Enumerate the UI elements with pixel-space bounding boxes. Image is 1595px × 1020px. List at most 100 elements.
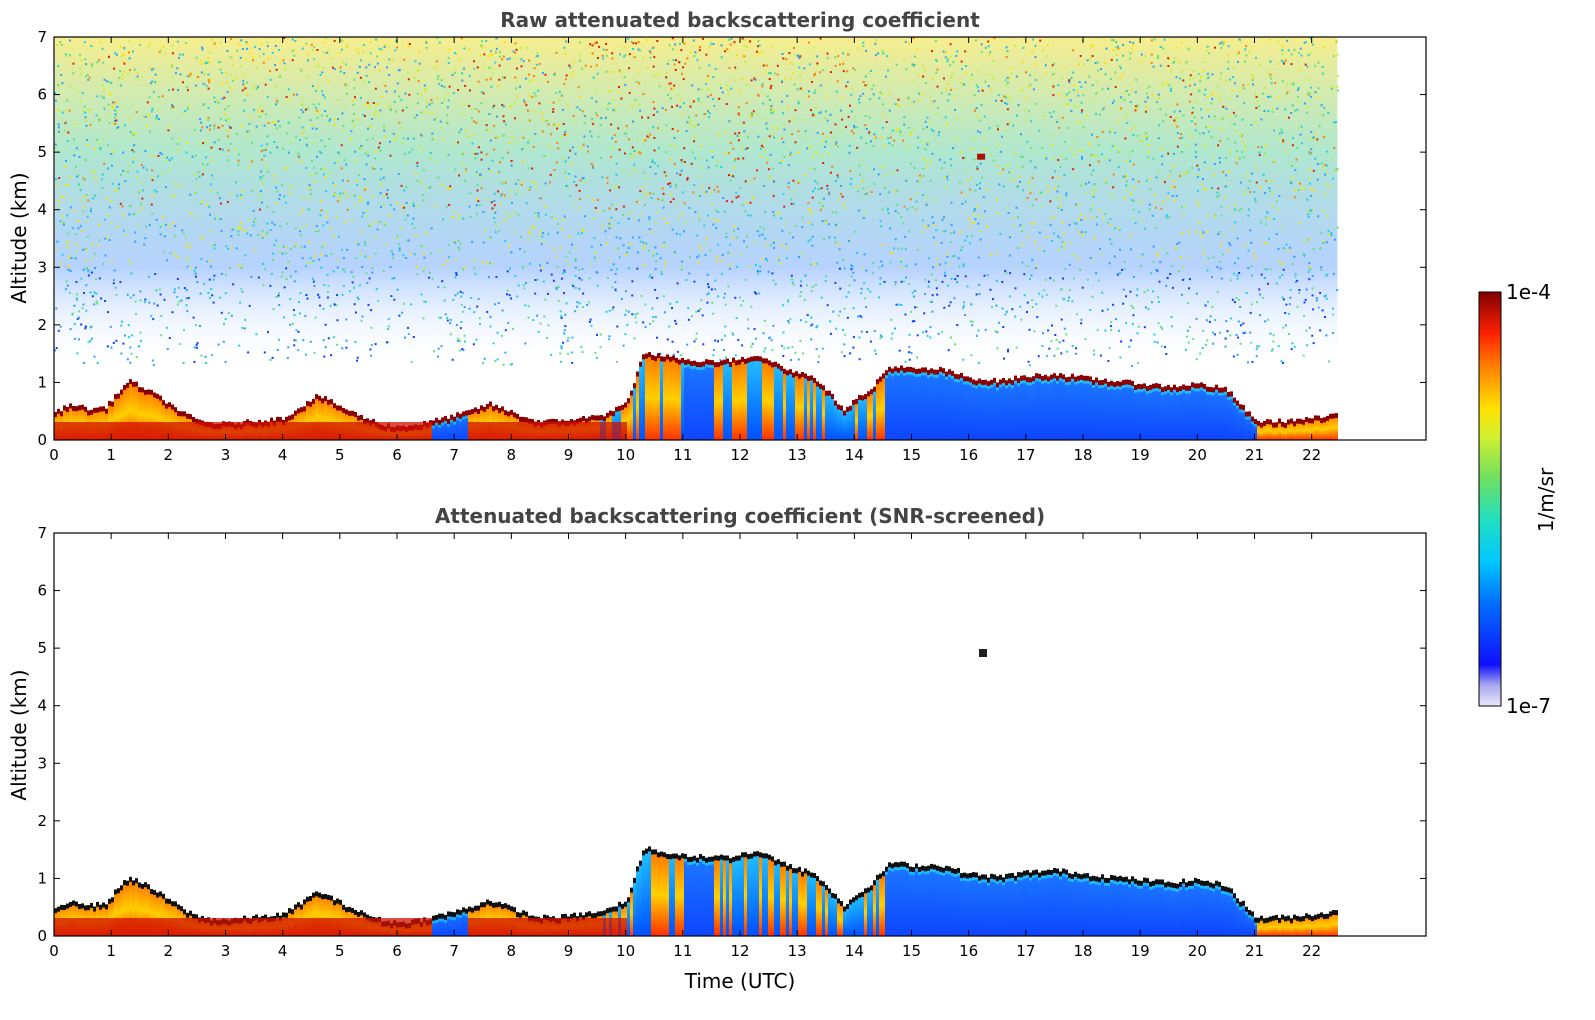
noise-pixel <box>1126 122 1129 124</box>
noise-pixel <box>326 296 329 299</box>
noise-pixel <box>882 103 884 106</box>
noise-pixel <box>771 272 774 275</box>
noise-pixel <box>97 243 99 246</box>
noise-pixel <box>135 111 138 114</box>
noise-pixel <box>975 107 978 110</box>
noise-pixel <box>492 342 495 345</box>
noise-pixel <box>135 312 137 315</box>
noise-pixel <box>770 107 773 110</box>
noise-pixel <box>254 249 257 252</box>
noise-pixel <box>581 67 584 70</box>
noise-pixel <box>1032 150 1035 152</box>
noise-pixel <box>324 346 327 349</box>
noise-pixel <box>482 362 485 365</box>
noise-pixel <box>257 276 260 279</box>
noise-pixel <box>429 252 432 255</box>
noise-pixel <box>356 180 359 183</box>
noise-pixel <box>839 185 842 187</box>
noise-pixel <box>591 52 594 55</box>
noise-pixel <box>1179 77 1182 80</box>
noise-pixel <box>68 39 71 42</box>
noise-pixel <box>1336 53 1339 56</box>
noise-pixel <box>1319 329 1322 332</box>
noise-pixel <box>1050 134 1053 137</box>
noise-pixel <box>64 122 67 125</box>
noise-pixel <box>811 285 814 288</box>
noise-pixel <box>935 59 937 62</box>
noise-pixel <box>433 137 436 140</box>
noise-pixel <box>835 141 838 144</box>
noise-pixel <box>863 282 866 285</box>
noise-pixel <box>212 301 215 304</box>
noise-pixel <box>964 200 967 203</box>
noise-pixel <box>313 58 315 61</box>
noise-pixel <box>695 337 698 340</box>
noise-pixel <box>1157 254 1160 257</box>
noise-pixel <box>1160 325 1163 328</box>
noise-pixel <box>457 217 460 220</box>
noise-pixel <box>1057 235 1059 238</box>
noise-pixel <box>660 270 663 273</box>
noise-pixel <box>504 123 507 126</box>
noise-pixel <box>1309 52 1312 55</box>
noise-pixel <box>542 231 545 234</box>
noise-pixel <box>1090 173 1093 176</box>
noise-pixel <box>1217 144 1220 147</box>
noise-pixel <box>927 224 930 227</box>
noise-pixel <box>1041 147 1044 150</box>
noise-pixel <box>873 168 875 171</box>
noise-pixel <box>352 99 355 102</box>
noise-pixel <box>1162 47 1165 50</box>
noise-pixel <box>1173 60 1176 63</box>
noise-pixel <box>1332 332 1335 334</box>
noise-pixel <box>332 182 334 185</box>
noise-pixel <box>796 88 799 91</box>
noise-pixel <box>730 173 733 176</box>
noise-pixel <box>1052 85 1055 88</box>
noise-pixel <box>420 181 423 184</box>
noise-pixel <box>578 302 581 305</box>
noise-pixel <box>87 78 90 81</box>
noise-pixel <box>1219 260 1222 263</box>
noise-pixel <box>227 118 230 121</box>
noise-pixel <box>955 138 958 141</box>
noise-pixel <box>1293 255 1296 258</box>
noise-pixel <box>1180 151 1183 153</box>
noise-pixel <box>966 179 969 182</box>
noise-pixel <box>797 100 800 103</box>
noise-pixel <box>159 225 162 228</box>
noise-pixel <box>129 361 132 364</box>
noise-pixel <box>190 212 193 215</box>
noise-pixel <box>1165 284 1168 287</box>
noise-pixel <box>1082 126 1085 129</box>
noise-pixel <box>1219 139 1222 142</box>
noise-pixel <box>95 292 98 295</box>
noise-pixel <box>665 151 668 154</box>
noise-pixel <box>287 346 290 349</box>
noise-pixel <box>321 246 324 249</box>
noise-pixel <box>603 209 606 212</box>
noise-pixel <box>368 63 371 66</box>
noise-pixel <box>323 41 326 44</box>
noise-pixel <box>742 54 745 57</box>
noise-pixel <box>451 216 454 218</box>
noise-pixel <box>1140 139 1143 142</box>
noise-pixel <box>1236 157 1239 159</box>
noise-pixel <box>628 91 631 94</box>
noise-pixel <box>1027 360 1030 363</box>
noise-pixel <box>1255 165 1258 168</box>
noise-pixel <box>961 68 963 70</box>
noise-pixel <box>65 54 68 57</box>
noise-pixel <box>982 196 985 199</box>
noise-pixel <box>1254 257 1257 260</box>
noise-pixel <box>397 172 400 175</box>
noise-pixel <box>1255 96 1258 98</box>
noise-pixel <box>1297 95 1299 98</box>
noise-pixel <box>635 80 638 83</box>
noise-pixel <box>929 95 932 98</box>
noise-pixel <box>325 51 328 54</box>
noise-pixel <box>1252 76 1255 79</box>
noise-pixel <box>764 71 767 74</box>
noise-pixel <box>671 228 674 231</box>
noise-pixel <box>471 240 474 243</box>
